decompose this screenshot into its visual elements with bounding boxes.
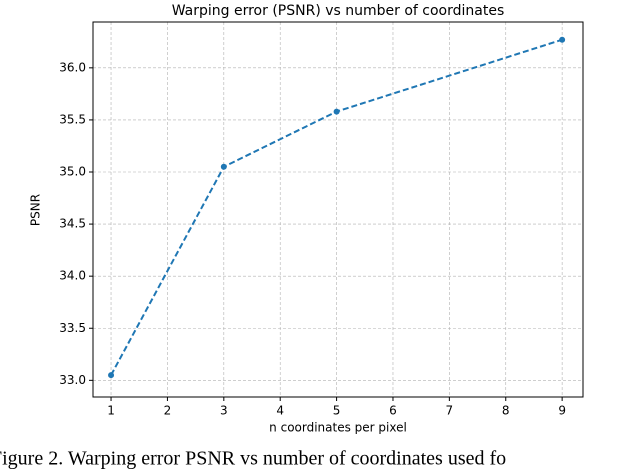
data-point (333, 108, 340, 115)
chart-title: Warping error (PSNR) vs number of coordi… (172, 3, 505, 19)
y-tick-label: 33.0 (59, 373, 86, 387)
series-line (110, 38, 563, 376)
x-tick-label: 6 (389, 404, 397, 418)
x-tick-label: 9 (558, 404, 566, 418)
data-point (220, 163, 227, 170)
y-tick-label: 34.5 (59, 217, 86, 231)
y-tick-label: 35.5 (59, 112, 86, 126)
y-tick-label: 36.0 (59, 60, 86, 74)
data-point (108, 372, 115, 379)
x-tick-label: 7 (446, 404, 454, 418)
x-tick-label: 2 (164, 404, 172, 418)
y-axis-label: PSNR (29, 194, 43, 226)
y-tick-label: 35.0 (59, 165, 86, 179)
data-point (559, 36, 566, 43)
x-tick-label: 3 (220, 404, 228, 418)
figure-caption: Figure 2. Warping error PSNR vs number o… (0, 448, 506, 470)
x-tick-label: 4 (276, 404, 284, 418)
plot-frame (92, 21, 584, 398)
y-tick-label: 34.0 (59, 269, 86, 283)
x-tick-label: 1 (107, 404, 115, 418)
x-tick-label: 5 (333, 404, 341, 418)
y-tick-label: 33.5 (59, 321, 86, 335)
x-tick-label: 8 (502, 404, 510, 418)
x-axis-label: n coordinates per pixel (269, 421, 407, 435)
